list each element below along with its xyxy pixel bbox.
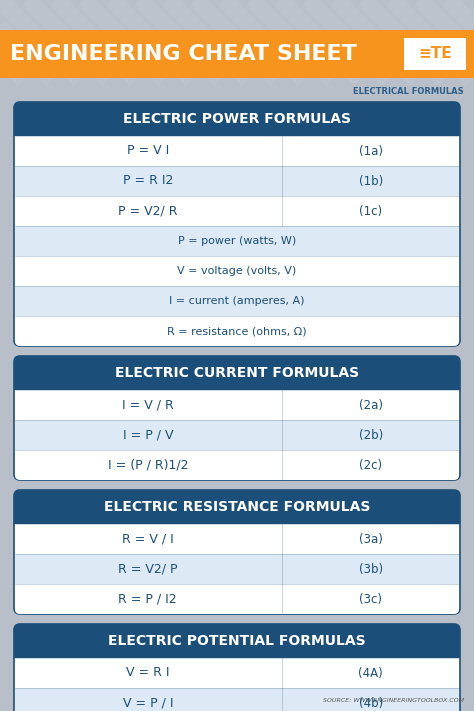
Text: P = V2/ R: P = V2/ R [118, 205, 178, 218]
Text: (1c): (1c) [359, 205, 383, 218]
Text: ELECTRICAL FORMULAS: ELECTRICAL FORMULAS [354, 87, 464, 97]
Bar [15, 136, 459, 166]
Text: I = V / R: I = V / R [122, 398, 173, 412]
FancyBboxPatch shape [14, 102, 460, 346]
FancyBboxPatch shape [15, 316, 459, 346]
Text: V = P / I: V = P / I [123, 697, 173, 710]
Text: I = P / V: I = P / V [123, 429, 173, 442]
Text: ≡TE: ≡TE [418, 46, 452, 61]
Bar [15, 554, 459, 584]
Text: I = (P / R)1/2: I = (P / R)1/2 [108, 459, 188, 471]
Bar [15, 166, 459, 196]
Text: (2a): (2a) [359, 398, 383, 412]
Text: (3b): (3b) [359, 562, 383, 575]
FancyBboxPatch shape [15, 584, 459, 614]
Text: ELECTRIC RESISTANCE FORMULAS: ELECTRIC RESISTANCE FORMULAS [104, 500, 370, 514]
FancyBboxPatch shape [14, 356, 460, 480]
Text: (3c): (3c) [359, 592, 383, 606]
FancyBboxPatch shape [14, 624, 460, 711]
Text: (4A): (4A) [358, 666, 383, 680]
FancyBboxPatch shape [14, 102, 460, 136]
Text: P = power (watts, W): P = power (watts, W) [178, 236, 296, 246]
Bar [15, 226, 459, 256]
Bar [15, 658, 459, 688]
Bar [15, 450, 459, 456]
Text: ELECTRIC POWER FORMULAS: ELECTRIC POWER FORMULAS [123, 112, 351, 126]
FancyBboxPatch shape [14, 356, 460, 390]
Bar [15, 196, 459, 226]
Bar [404, 38, 466, 70]
Text: ELECTRIC POTENTIAL FORMULAS: ELECTRIC POTENTIAL FORMULAS [108, 634, 366, 648]
Text: P = R I2: P = R I2 [123, 174, 173, 188]
Bar [14, 650, 460, 658]
Bar [14, 382, 460, 390]
Text: (2b): (2b) [359, 429, 383, 442]
Bar [15, 390, 459, 420]
Text: (2c): (2c) [359, 459, 383, 471]
FancyBboxPatch shape [14, 624, 460, 658]
Bar [15, 584, 459, 590]
Text: R = V2/ P: R = V2/ P [118, 562, 178, 575]
Text: (1b): (1b) [359, 174, 383, 188]
FancyBboxPatch shape [15, 450, 459, 480]
Bar [15, 316, 459, 322]
Text: SOURCE: WWW.ENGINEERINGTOOLBOX.COM: SOURCE: WWW.ENGINEERINGTOOLBOX.COM [323, 698, 464, 703]
Text: V = voltage (volts, V): V = voltage (volts, V) [177, 266, 297, 276]
Bar [14, 128, 460, 136]
Bar [15, 420, 459, 450]
Text: ELECTRIC CURRENT FORMULAS: ELECTRIC CURRENT FORMULAS [115, 366, 359, 380]
Text: V = R I: V = R I [126, 666, 170, 680]
Bar [14, 516, 460, 524]
Bar [15, 256, 459, 286]
Bar [15, 688, 459, 711]
Bar [0, 30, 474, 78]
Text: R = resistance (ohms, Ω): R = resistance (ohms, Ω) [167, 326, 307, 336]
Bar [15, 286, 459, 316]
Text: R = V / I: R = V / I [122, 533, 173, 545]
FancyBboxPatch shape [14, 490, 460, 524]
Text: P = V I: P = V I [127, 144, 169, 158]
Text: R = P / I2: R = P / I2 [118, 592, 177, 606]
Text: I = current (amperes, A): I = current (amperes, A) [169, 296, 305, 306]
Text: (1a): (1a) [359, 144, 383, 158]
Text: (4b): (4b) [359, 697, 383, 710]
FancyBboxPatch shape [14, 490, 460, 614]
Text: (3a): (3a) [359, 533, 383, 545]
Text: ENGINEERING CHEAT SHEET: ENGINEERING CHEAT SHEET [10, 44, 357, 64]
Bar [15, 524, 459, 554]
